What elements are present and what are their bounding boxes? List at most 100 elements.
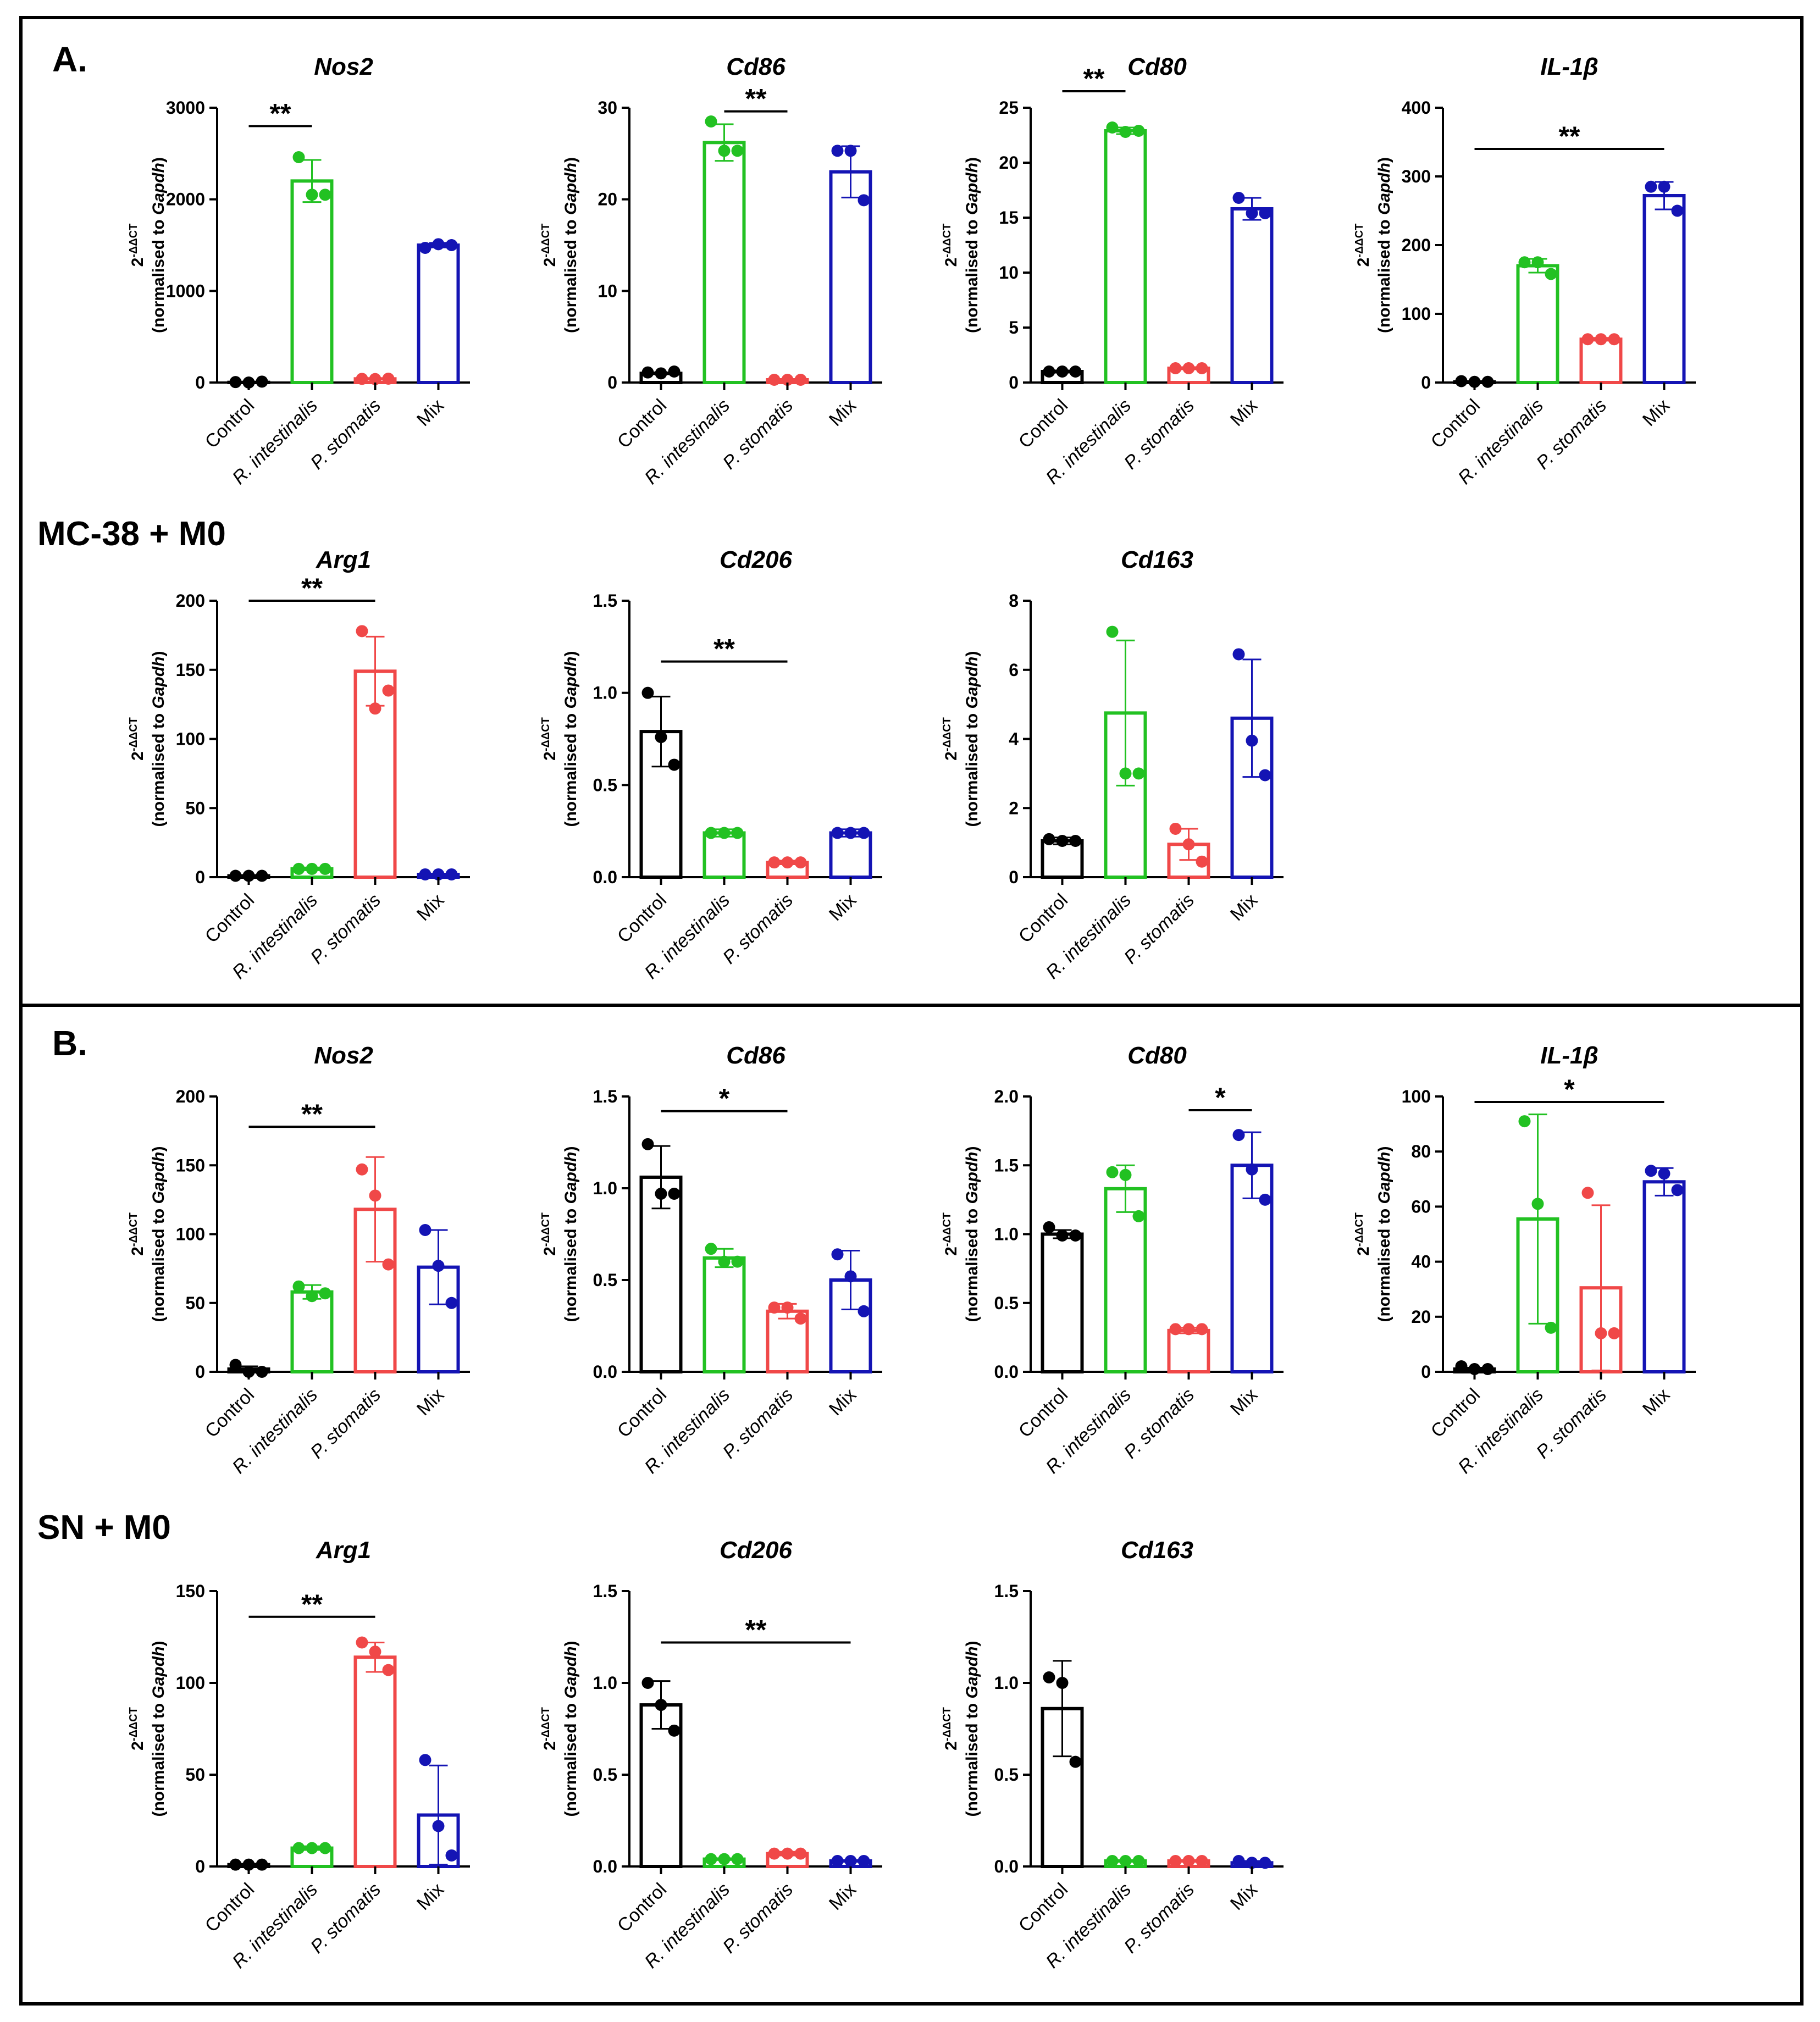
y-axis-label-suffix: ) [150,1641,168,1646]
data-point [1671,1184,1684,1196]
data-point [668,1188,681,1200]
data-point [1481,1362,1494,1375]
chart-title: Arg1 [316,546,371,573]
data-point [256,1366,268,1378]
significance-label: ** [713,634,735,664]
y-axis-label-prefix: (normalised to [150,1698,168,1816]
y-axis-label: 2-ΔΔCT [941,717,960,761]
y-axis-label-gene: Gapdh [963,163,981,215]
significance-label: ** [745,1615,767,1646]
significance-label: * [1564,1074,1575,1105]
data-point [844,827,857,839]
data-point [1169,822,1182,835]
y-axis-label-suffix: ) [963,1641,981,1646]
y-tick-label: 0.5 [593,1270,617,1290]
data-point [1169,1323,1182,1336]
y-tick-label: 0.0 [593,1362,617,1382]
y-tick-label: 0.0 [593,1857,617,1876]
y-axis-label-base: 2 [129,1247,147,1256]
chart-title: IL-1β [1540,1042,1598,1069]
data-point [229,1359,242,1371]
chart-title: Nos2 [314,53,373,80]
y-tick-label: 50 [185,1765,205,1785]
y-axis-label: 2-ΔΔCT [540,1212,559,1256]
y-tick-label: 0 [195,1362,205,1382]
data-point [705,115,717,128]
y-tick-label: 0.5 [593,775,617,795]
y-tick-label: 1.0 [593,683,617,703]
y-tick-label: 1.5 [593,1087,617,1106]
y-tick-label: 6 [1009,660,1019,680]
data-point [1043,1221,1055,1233]
data-point [794,856,807,869]
data-point [731,827,744,839]
data-point [655,367,667,380]
y-axis-label-exponent: -ΔΔCT [941,224,953,258]
significance-label: ** [301,573,323,603]
y-tick-label: 10 [598,281,617,301]
y-axis-label: 2-ΔΔCT [1353,1212,1373,1256]
y-tick-label: 1.5 [593,591,617,611]
y-axis-label-base: 2 [1354,1247,1373,1256]
chart-title: Cd163 [1121,1537,1193,1564]
data-point [369,1646,381,1658]
y-axis-label-prefix: (normalised to [150,708,168,827]
panel-b-frame [19,1004,1804,2006]
data-point [432,1820,445,1832]
y-axis-label-prefix: (normalised to [963,1204,981,1322]
data-point [1232,192,1245,204]
data-point [794,1847,807,1860]
y-tick-label: 150 [176,1581,205,1601]
y-axis-label-base: 2 [129,258,147,267]
y-axis-label-suffix: ) [963,1146,981,1151]
data-point [1608,1327,1620,1339]
y-axis-label: 2-ΔΔCT [128,1707,147,1750]
y-tick-label: 2.0 [994,1087,1019,1106]
data-point [768,1847,781,1860]
data-point [1196,362,1208,374]
data-point [369,1189,381,1202]
y-tick-label: 60 [1411,1196,1431,1216]
data-point [1056,1229,1069,1242]
data-point [1645,180,1657,193]
data-point [432,238,445,251]
data-point [1069,1229,1082,1242]
y-axis-label-gene: Gapdh [1375,1151,1393,1204]
data-point [718,827,731,839]
y-tick-label: 1.0 [593,1178,617,1198]
y-axis-label-normalised: (normalised to Gapdh) [562,157,580,333]
data-point [844,1270,857,1283]
data-point [731,145,744,157]
y-axis-label-base: 2 [942,1247,960,1256]
data-point [655,1699,667,1711]
data-point [668,1724,681,1737]
y-tick-label: 30 [598,98,617,118]
data-point [1518,256,1531,269]
panel-b-group-label: SN + M0 [37,1509,171,1547]
y-tick-label: 20 [999,153,1019,173]
y-axis-label-exponent: -ΔΔCT [128,717,140,751]
y-tick-label: 0.5 [994,1765,1019,1785]
data-point [1106,625,1119,638]
y-tick-label: 400 [1402,98,1431,118]
y-axis-label-gene: Gapdh [562,1151,580,1204]
data-point [1455,1360,1468,1372]
data-point [1069,1755,1082,1768]
data-point [1056,834,1069,847]
y-tick-label: 100 [176,1225,205,1244]
y-axis-label: 2-ΔΔCT [941,224,960,267]
y-axis-label-gene: Gapdh [562,656,580,708]
data-point [1259,1857,1271,1869]
data-point [1658,1167,1670,1180]
data-point [718,145,731,157]
data-point [229,376,242,389]
data-point [1169,1854,1182,1867]
data-point [1481,375,1494,388]
data-point [1182,1854,1195,1867]
y-axis-label-normalised: (normalised to Gapdh) [1375,1146,1393,1322]
data-point [1531,256,1544,269]
data-point [1043,365,1055,378]
y-axis-label-exponent: -ΔΔCT [128,224,140,258]
